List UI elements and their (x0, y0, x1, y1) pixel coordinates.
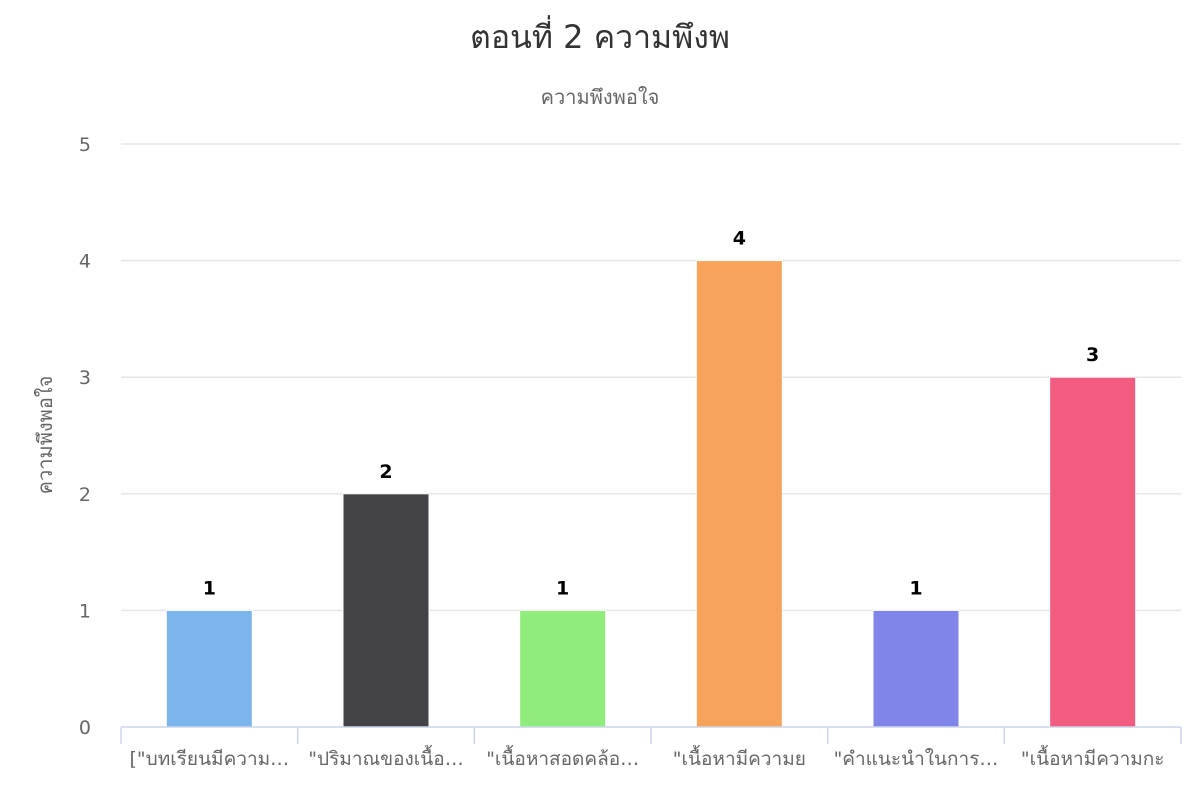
x-tick-label: "เนื้อหามีความย (673, 745, 806, 770)
chart-title: ตอนที่ 2 ความพึงพ (470, 15, 730, 56)
y-tick-label: 4 (79, 251, 91, 273)
x-axis: ["บทเรียนมีความ… "ปริมาณของเนื้อ… "เนื้อหา… (120, 726, 1182, 770)
x-tick-label: "คำแนะนำในการ… (834, 748, 999, 770)
data-label: 1 (556, 577, 569, 599)
x-tick-label: ["บทเรียนมีความ… (130, 748, 290, 770)
bar[interactable] (165, 609, 253, 728)
x-tick-label: "ปริมาณของเนื้อ… (308, 745, 463, 770)
data-label: 3 (1086, 344, 1099, 366)
bars (165, 260, 1137, 728)
bar[interactable] (342, 493, 430, 728)
x-tick-label: "เนื้อหาสอดคล้อ… (486, 745, 639, 770)
y-tick-label: 3 (79, 367, 91, 389)
bar[interactable] (519, 609, 607, 728)
gridlines: 0 1 2 3 4 5 (79, 134, 1181, 739)
chart-subtitle: ความพึงพอใจ (541, 85, 660, 109)
y-tick-label: 5 (79, 134, 91, 156)
bar[interactable] (1049, 376, 1137, 728)
data-label: 2 (379, 461, 392, 483)
y-tick-label: 0 (79, 717, 91, 739)
bar[interactable] (872, 609, 960, 728)
data-label: 1 (909, 577, 922, 599)
data-labels: 1 2 1 4 1 3 (203, 228, 1100, 600)
data-label: 4 (733, 228, 746, 250)
x-tick-label: "เนื้อหามีความกะ (1021, 745, 1165, 770)
bar[interactable] (695, 260, 783, 728)
data-label: 1 (203, 577, 216, 599)
y-tick-label: 2 (79, 484, 91, 506)
y-tick-label: 1 (79, 600, 91, 622)
y-axis-title: ความพึงพอใจ (33, 376, 57, 495)
